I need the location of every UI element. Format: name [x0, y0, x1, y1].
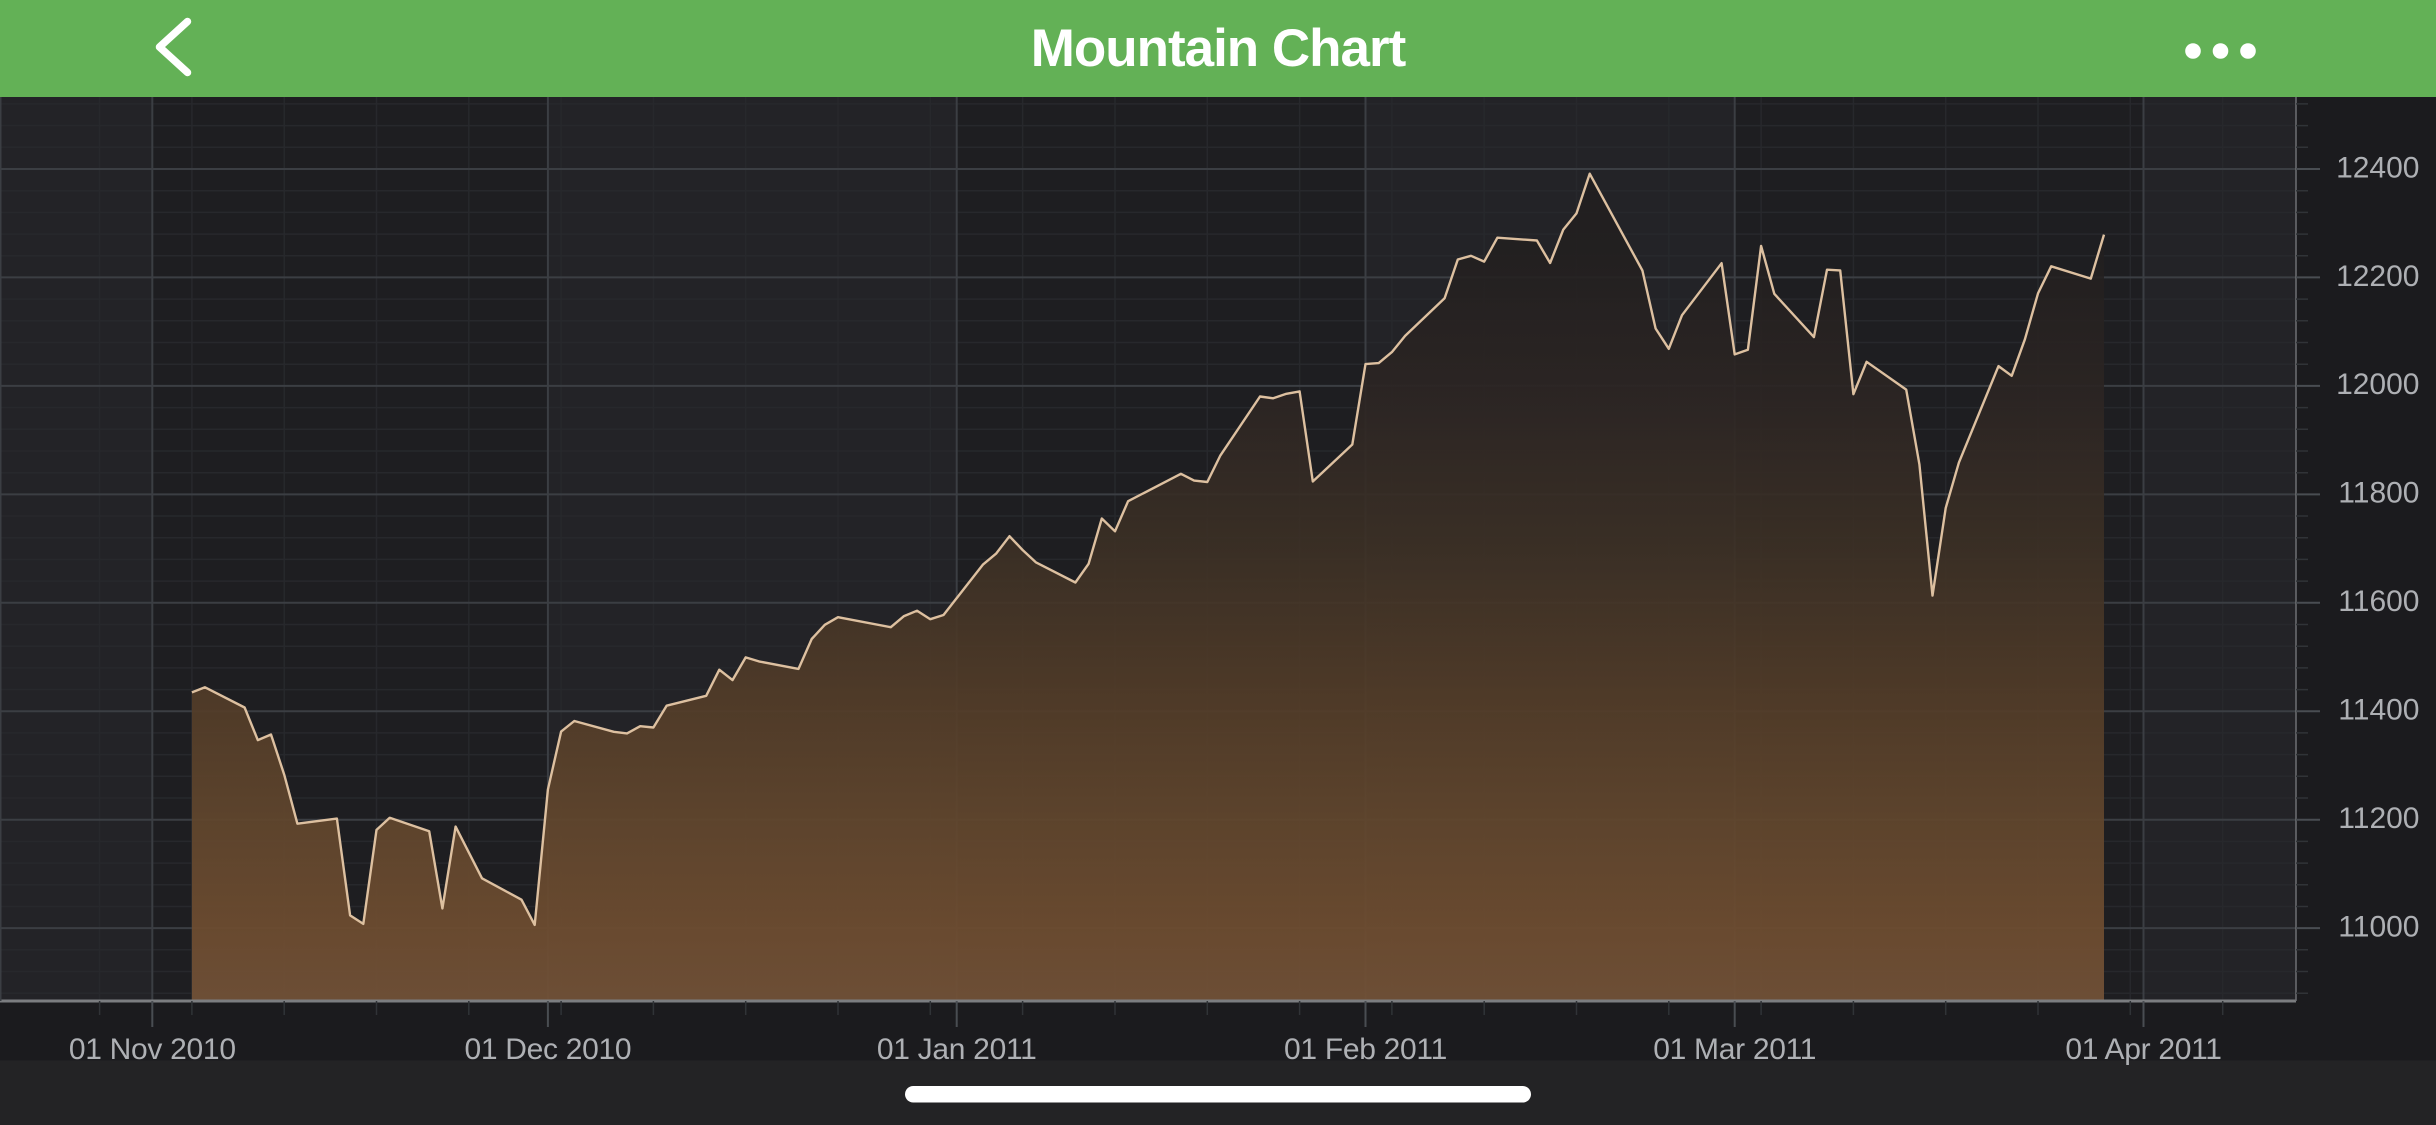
svg-text:11000: 11000 — [2338, 910, 2419, 943]
svg-text:12400: 12400 — [2336, 151, 2419, 184]
svg-text:11600: 11600 — [2338, 585, 2419, 618]
svg-text:01 Nov 2010: 01 Nov 2010 — [69, 1033, 236, 1066]
svg-text:11400: 11400 — [2338, 694, 2419, 727]
svg-text:01 Dec 2010: 01 Dec 2010 — [464, 1033, 631, 1066]
svg-text:11800: 11800 — [2338, 477, 2419, 510]
svg-text:01 Mar 2011: 01 Mar 2011 — [1653, 1033, 1816, 1066]
svg-text:12200: 12200 — [2336, 260, 2419, 293]
svg-text:01 Jan 2011: 01 Jan 2011 — [877, 1033, 1037, 1066]
svg-text:12000: 12000 — [2336, 368, 2419, 401]
svg-text:01 Apr 2011: 01 Apr 2011 — [2065, 1033, 2221, 1066]
svg-text:11200: 11200 — [2338, 802, 2419, 835]
svg-text:01 Feb 2011: 01 Feb 2011 — [1284, 1033, 1447, 1066]
